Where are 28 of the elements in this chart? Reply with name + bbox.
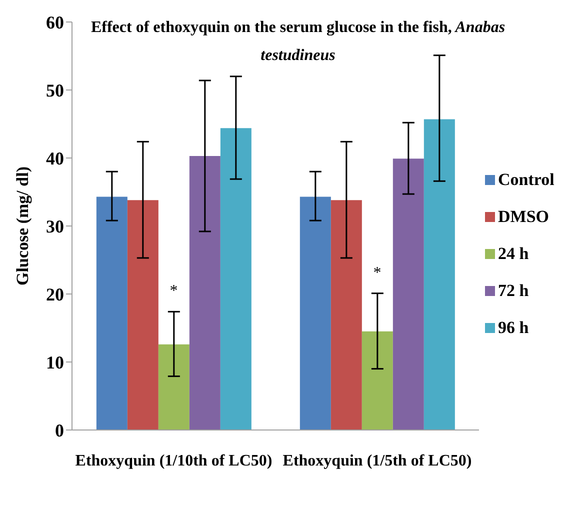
y-tick-label: 60 — [46, 12, 64, 32]
annotation: * — [170, 282, 178, 300]
bar — [424, 119, 455, 430]
y-tick-label: 40 — [46, 148, 64, 168]
bar — [362, 331, 393, 430]
x-tick-label: Ethoxyquin (1/5th of LC50) — [282, 452, 472, 470]
bar — [330, 200, 362, 430]
y-tick-label: 10 — [46, 352, 64, 372]
legend-label: DMSO — [498, 207, 549, 227]
y-tick-label: 0 — [55, 420, 64, 440]
legend-label: 24 h — [498, 244, 529, 264]
y-tick-label: 50 — [46, 80, 64, 100]
bar — [96, 196, 128, 430]
bar — [220, 128, 252, 430]
x-tick-label: Ethoxyquin (1/10th of LC50) — [75, 452, 272, 470]
legend-label: 96 h — [498, 318, 529, 338]
chart-title: Effect of ethoxyquin on the serum glucose in the fish, Anabas testudineus — [90, 19, 506, 64]
bar — [392, 158, 424, 430]
bar — [300, 196, 331, 430]
bar — [127, 200, 158, 430]
legend-label: 72 h — [498, 281, 529, 301]
annotation: * — [373, 264, 382, 282]
legend-label: Control — [498, 170, 554, 190]
y-tick-label: 30 — [46, 216, 64, 236]
bar — [189, 156, 220, 430]
bar — [158, 344, 190, 430]
y-tick-label: 20 — [46, 284, 64, 304]
y-axis-title: Glucose (mg/ dl) — [13, 166, 32, 286]
